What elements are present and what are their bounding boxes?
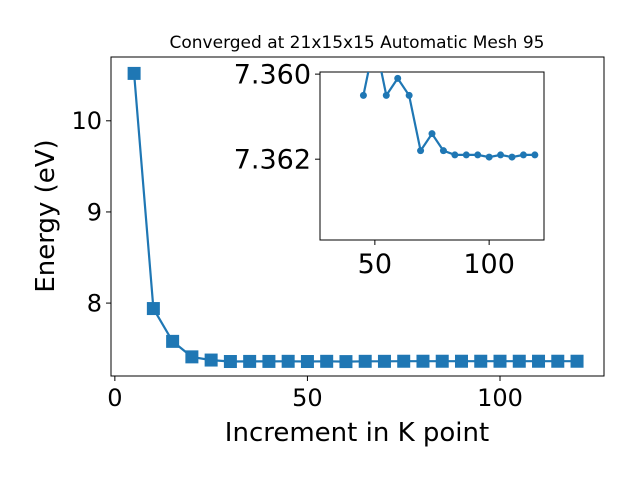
data-point [508, 153, 516, 161]
main-x-axis-label: Increment in K point [225, 418, 489, 448]
data-point [359, 91, 367, 99]
data-point [531, 151, 539, 159]
x-tick-label: 0 [107, 384, 122, 412]
inset-x-ticks: 50 100 [358, 240, 515, 280]
data-point [262, 354, 276, 368]
series-group [127, 66, 584, 369]
data-point [428, 130, 436, 138]
main-plot-area [110, 56, 605, 377]
data-point [377, 354, 391, 368]
data-point [435, 354, 449, 368]
data-point [300, 355, 314, 369]
data-point [497, 151, 505, 159]
data-point [204, 353, 218, 367]
series-line [362, 72, 535, 159]
data-point [532, 354, 546, 368]
data-point [416, 354, 430, 368]
data-point [382, 91, 390, 99]
data-point [243, 354, 257, 368]
main-y-axis-label: Energy (eV) [31, 139, 61, 292]
data-point [320, 354, 334, 368]
x-tick-label: 100 [477, 384, 523, 412]
data-point [358, 354, 372, 368]
data-point [339, 355, 353, 369]
data-point [397, 354, 411, 368]
data-point [281, 354, 295, 368]
series-group [359, 72, 539, 161]
data-point [512, 354, 526, 368]
data-point [439, 147, 447, 155]
data-point [394, 74, 402, 82]
data-point [474, 354, 488, 368]
y-tick-label: 8 [87, 289, 102, 317]
data-point [519, 151, 527, 159]
data-point [451, 151, 459, 159]
data-point [127, 66, 141, 80]
y-tick-label: 10 [71, 107, 102, 135]
data-point [462, 151, 470, 159]
inset-chart: 50 100 7.360 7.362 [234, 60, 545, 280]
y-tick-label: 7.362 [234, 145, 311, 176]
y-tick-label: 9 [87, 198, 102, 226]
data-point [570, 354, 584, 368]
data-point [551, 354, 565, 368]
inset-series [359, 72, 539, 161]
data-point [474, 151, 482, 159]
main-chart: Converged at 21x15x15 Automatic Mesh 95 … [31, 33, 605, 448]
y-tick-label: 7.360 [234, 60, 311, 91]
data-point [454, 354, 468, 368]
data-point [485, 153, 493, 161]
x-tick-label: 100 [463, 249, 515, 280]
main-series [127, 66, 584, 369]
data-point [223, 355, 237, 369]
x-tick-label: 50 [292, 384, 323, 412]
x-tick-label: 50 [358, 249, 392, 280]
data-point [405, 91, 413, 99]
main-chart-title: Converged at 21x15x15 Automatic Mesh 95 [170, 33, 545, 53]
main-x-ticks: 0 50 100 [107, 376, 523, 412]
data-point [146, 302, 160, 316]
data-point [493, 354, 507, 368]
main-y-ticks: 8 9 10 [71, 107, 111, 317]
data-point [417, 147, 425, 155]
inset-y-ticks: 7.360 7.362 [234, 60, 320, 176]
data-point [166, 334, 180, 348]
data-point [185, 350, 199, 364]
